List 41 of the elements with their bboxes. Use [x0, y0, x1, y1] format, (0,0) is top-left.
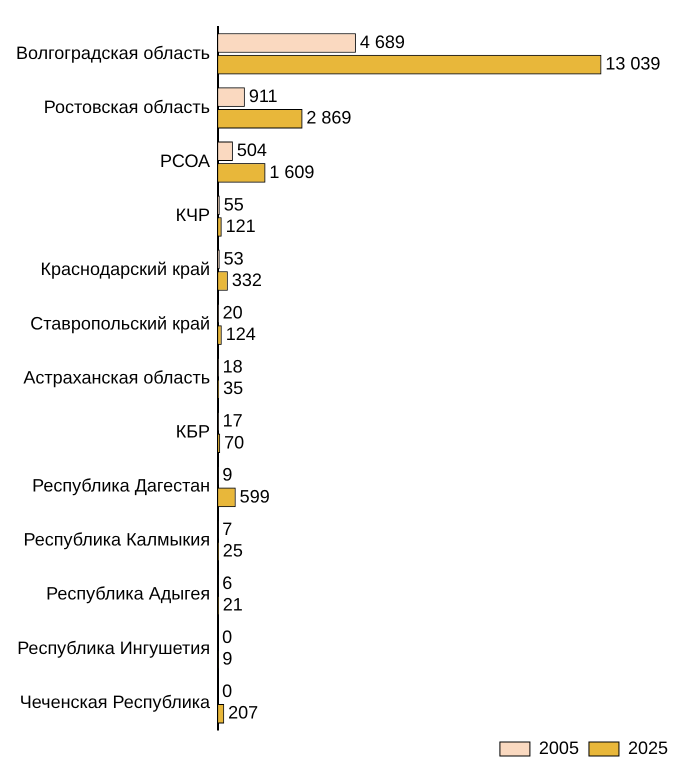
data-label: 70	[224, 432, 244, 452]
y-tick-label: Чеченская Республика	[20, 692, 212, 712]
data-label: 124	[226, 324, 256, 344]
data-label: 25	[222, 540, 243, 560]
data-label: 332	[232, 270, 262, 290]
data-label: 911	[248, 86, 278, 106]
data-label: 13 039	[605, 54, 660, 74]
data-label: 7	[222, 518, 232, 539]
data-label: 2 869	[306, 108, 352, 128]
data-label: 599	[240, 486, 270, 506]
y-tick-label: КБР	[176, 421, 210, 442]
y-tick-label: КЧР	[176, 205, 210, 226]
data-label: 9	[222, 648, 232, 669]
data-label: 35	[223, 378, 244, 398]
data-label: 53	[224, 248, 244, 268]
data-label: 18	[222, 356, 243, 377]
y-tick-label: Республика Адыгея	[46, 584, 210, 604]
legend-label: 2025	[628, 738, 668, 758]
y-tick-label: Астраханская область	[23, 367, 210, 388]
y-tick-label: Ставропольский край	[30, 313, 210, 334]
y-tick-label: РСОА	[160, 151, 210, 171]
data-label: 121	[226, 216, 256, 236]
y-tick-label: Ростовская область	[44, 96, 210, 117]
y-tick-label: Республика Дагестан	[32, 476, 210, 496]
data-label: 20	[222, 302, 243, 322]
data-label: 21	[222, 594, 243, 615]
data-label: 0	[222, 627, 232, 648]
data-label: 0	[222, 681, 232, 702]
y-tick-label: Республика Калмыкия	[24, 530, 210, 550]
y-tick-label: Республика Ингушетия	[17, 638, 210, 658]
y-tick-label: Волгоградская область	[16, 42, 210, 63]
data-label: 207	[228, 702, 258, 723]
data-label: 17	[222, 410, 243, 431]
data-label: 1 609	[269, 162, 314, 182]
data-label: 504	[236, 140, 267, 160]
data-label: 55	[224, 194, 244, 214]
data-label: 9	[222, 464, 232, 485]
data-label: 4 689	[360, 32, 405, 52]
data-label: 6	[222, 572, 232, 593]
y-tick-label: Краснодарский край	[40, 259, 210, 280]
legend-label: 2005	[538, 738, 579, 758]
